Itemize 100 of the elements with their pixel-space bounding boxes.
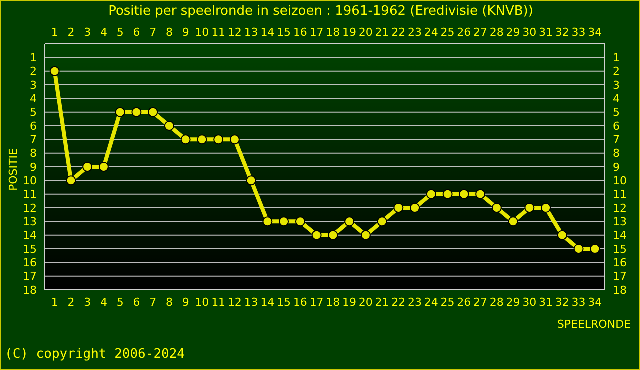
y2-tick-label: 1 — [613, 52, 620, 65]
x2-tick-label: 9 — [182, 296, 190, 309]
x2-tick-label: 2 — [68, 296, 75, 309]
x-tick-label: 24 — [424, 26, 438, 39]
x-tick-label: 30 — [522, 26, 537, 39]
x-tick-label: 19 — [342, 26, 357, 39]
x2-tick-label: 17 — [310, 296, 324, 309]
x2-tick-label: 34 — [588, 296, 602, 309]
point — [394, 203, 404, 213]
point — [590, 244, 600, 254]
point — [295, 216, 306, 227]
x-tick-label: 32 — [555, 26, 570, 39]
y-axis-title: POSITIE — [7, 148, 20, 191]
point — [214, 134, 224, 145]
point — [50, 66, 60, 76]
x-tick-label: 10 — [195, 26, 210, 39]
y-tick-label: 9 — [30, 160, 37, 174]
point — [557, 230, 568, 240]
y-tick-label: 4 — [30, 92, 37, 106]
point — [98, 162, 109, 172]
x-tick-label: 28 — [490, 26, 504, 39]
point — [360, 230, 371, 240]
point — [426, 189, 436, 200]
x-tick-label: 27 — [474, 26, 488, 39]
x-tick-label: 14 — [260, 26, 275, 39]
x2-tick-label: 30 — [522, 296, 537, 309]
point — [442, 189, 453, 200]
y2-tick-label: 15 — [613, 242, 627, 256]
y-tick-label: 10 — [23, 174, 37, 188]
y2-tick-label: 6 — [613, 120, 620, 133]
point — [574, 244, 584, 254]
x-tick-label: 34 — [588, 26, 602, 39]
x2-tick-label: 6 — [133, 296, 140, 309]
x2-tick-label: 10 — [195, 296, 210, 309]
point — [246, 176, 256, 186]
x2-tick-label: 7 — [150, 296, 157, 309]
y2-tick-label: 16 — [613, 256, 627, 270]
x2-tick-label: 1 — [51, 296, 58, 309]
y2-tick-label: 9 — [613, 160, 620, 174]
x-tick-label: 3 — [84, 26, 92, 39]
x2-tick-label: 5 — [116, 296, 124, 309]
x-tick-label: 1 — [51, 26, 58, 39]
x-tick-label: 18 — [326, 26, 340, 39]
x2-tick-label: 15 — [277, 296, 292, 309]
x-tick-label: 23 — [408, 26, 422, 39]
x-tick-label: 26 — [457, 26, 472, 39]
x-tick-label: 11 — [212, 26, 226, 39]
x2-tick-label: 29 — [506, 296, 520, 309]
point — [279, 216, 290, 227]
y-tick-label: 6 — [30, 120, 37, 133]
y-tick-label: 14 — [23, 229, 37, 242]
x-tick-label: 2 — [68, 26, 75, 39]
x-tick-label: 7 — [150, 26, 157, 39]
x2-tick-label: 12 — [228, 296, 242, 309]
x2-tick-label: 27 — [474, 296, 488, 309]
x-tick-label: 17 — [310, 26, 324, 39]
x2-tick-label: 19 — [342, 296, 357, 309]
point — [180, 134, 191, 145]
point — [132, 107, 142, 118]
y2-tick-label: 5 — [613, 106, 620, 120]
y2-tick-label: 7 — [613, 134, 620, 147]
x2-tick-label: 26 — [457, 296, 472, 309]
x-tick-label: 12 — [228, 26, 242, 39]
y2-tick-label: 13 — [613, 216, 627, 229]
x2-tick-label: 28 — [490, 296, 504, 309]
point — [164, 121, 174, 131]
x-tick-label: 9 — [182, 26, 190, 39]
x-tick-label: 20 — [358, 26, 373, 39]
y-tick-label: 7 — [30, 134, 37, 147]
y2-tick-label: 3 — [613, 78, 620, 92]
x-tick-label: 22 — [392, 26, 406, 39]
y-tick-label: 13 — [23, 216, 37, 229]
x2-tick-label: 18 — [326, 296, 340, 309]
x2-tick-label: 13 — [244, 296, 258, 309]
y-tick-label: 16 — [23, 256, 37, 270]
point — [541, 203, 552, 213]
x2-tick-label: 33 — [572, 296, 586, 309]
x-tick-label: 5 — [116, 26, 124, 39]
point — [492, 203, 502, 213]
y2-tick-label: 17 — [613, 270, 627, 284]
x2-tick-label: 32 — [555, 296, 570, 309]
point — [459, 189, 470, 200]
text: (C) copyright 2006-2024 — [5, 347, 186, 362]
x-tick-label: 29 — [506, 26, 520, 39]
point — [508, 216, 518, 227]
y2-tick-label: 8 — [613, 147, 620, 160]
point — [197, 134, 208, 145]
y2-tick-label: 10 — [613, 174, 627, 188]
y2-tick-label: 14 — [613, 229, 627, 242]
point — [328, 230, 338, 240]
x2-tick-label: 25 — [440, 296, 455, 309]
x-tick-label: 33 — [572, 26, 586, 39]
y-tick-label: 12 — [23, 202, 37, 215]
point — [262, 216, 273, 227]
x2-tick-label: 23 — [408, 296, 422, 309]
x2-tick-label: 22 — [392, 296, 406, 309]
y2-tick-label: 4 — [613, 92, 620, 106]
x-tick-label: 4 — [100, 26, 108, 39]
x-tick-label: 25 — [440, 26, 455, 39]
x2-tick-label: 20 — [358, 296, 373, 309]
